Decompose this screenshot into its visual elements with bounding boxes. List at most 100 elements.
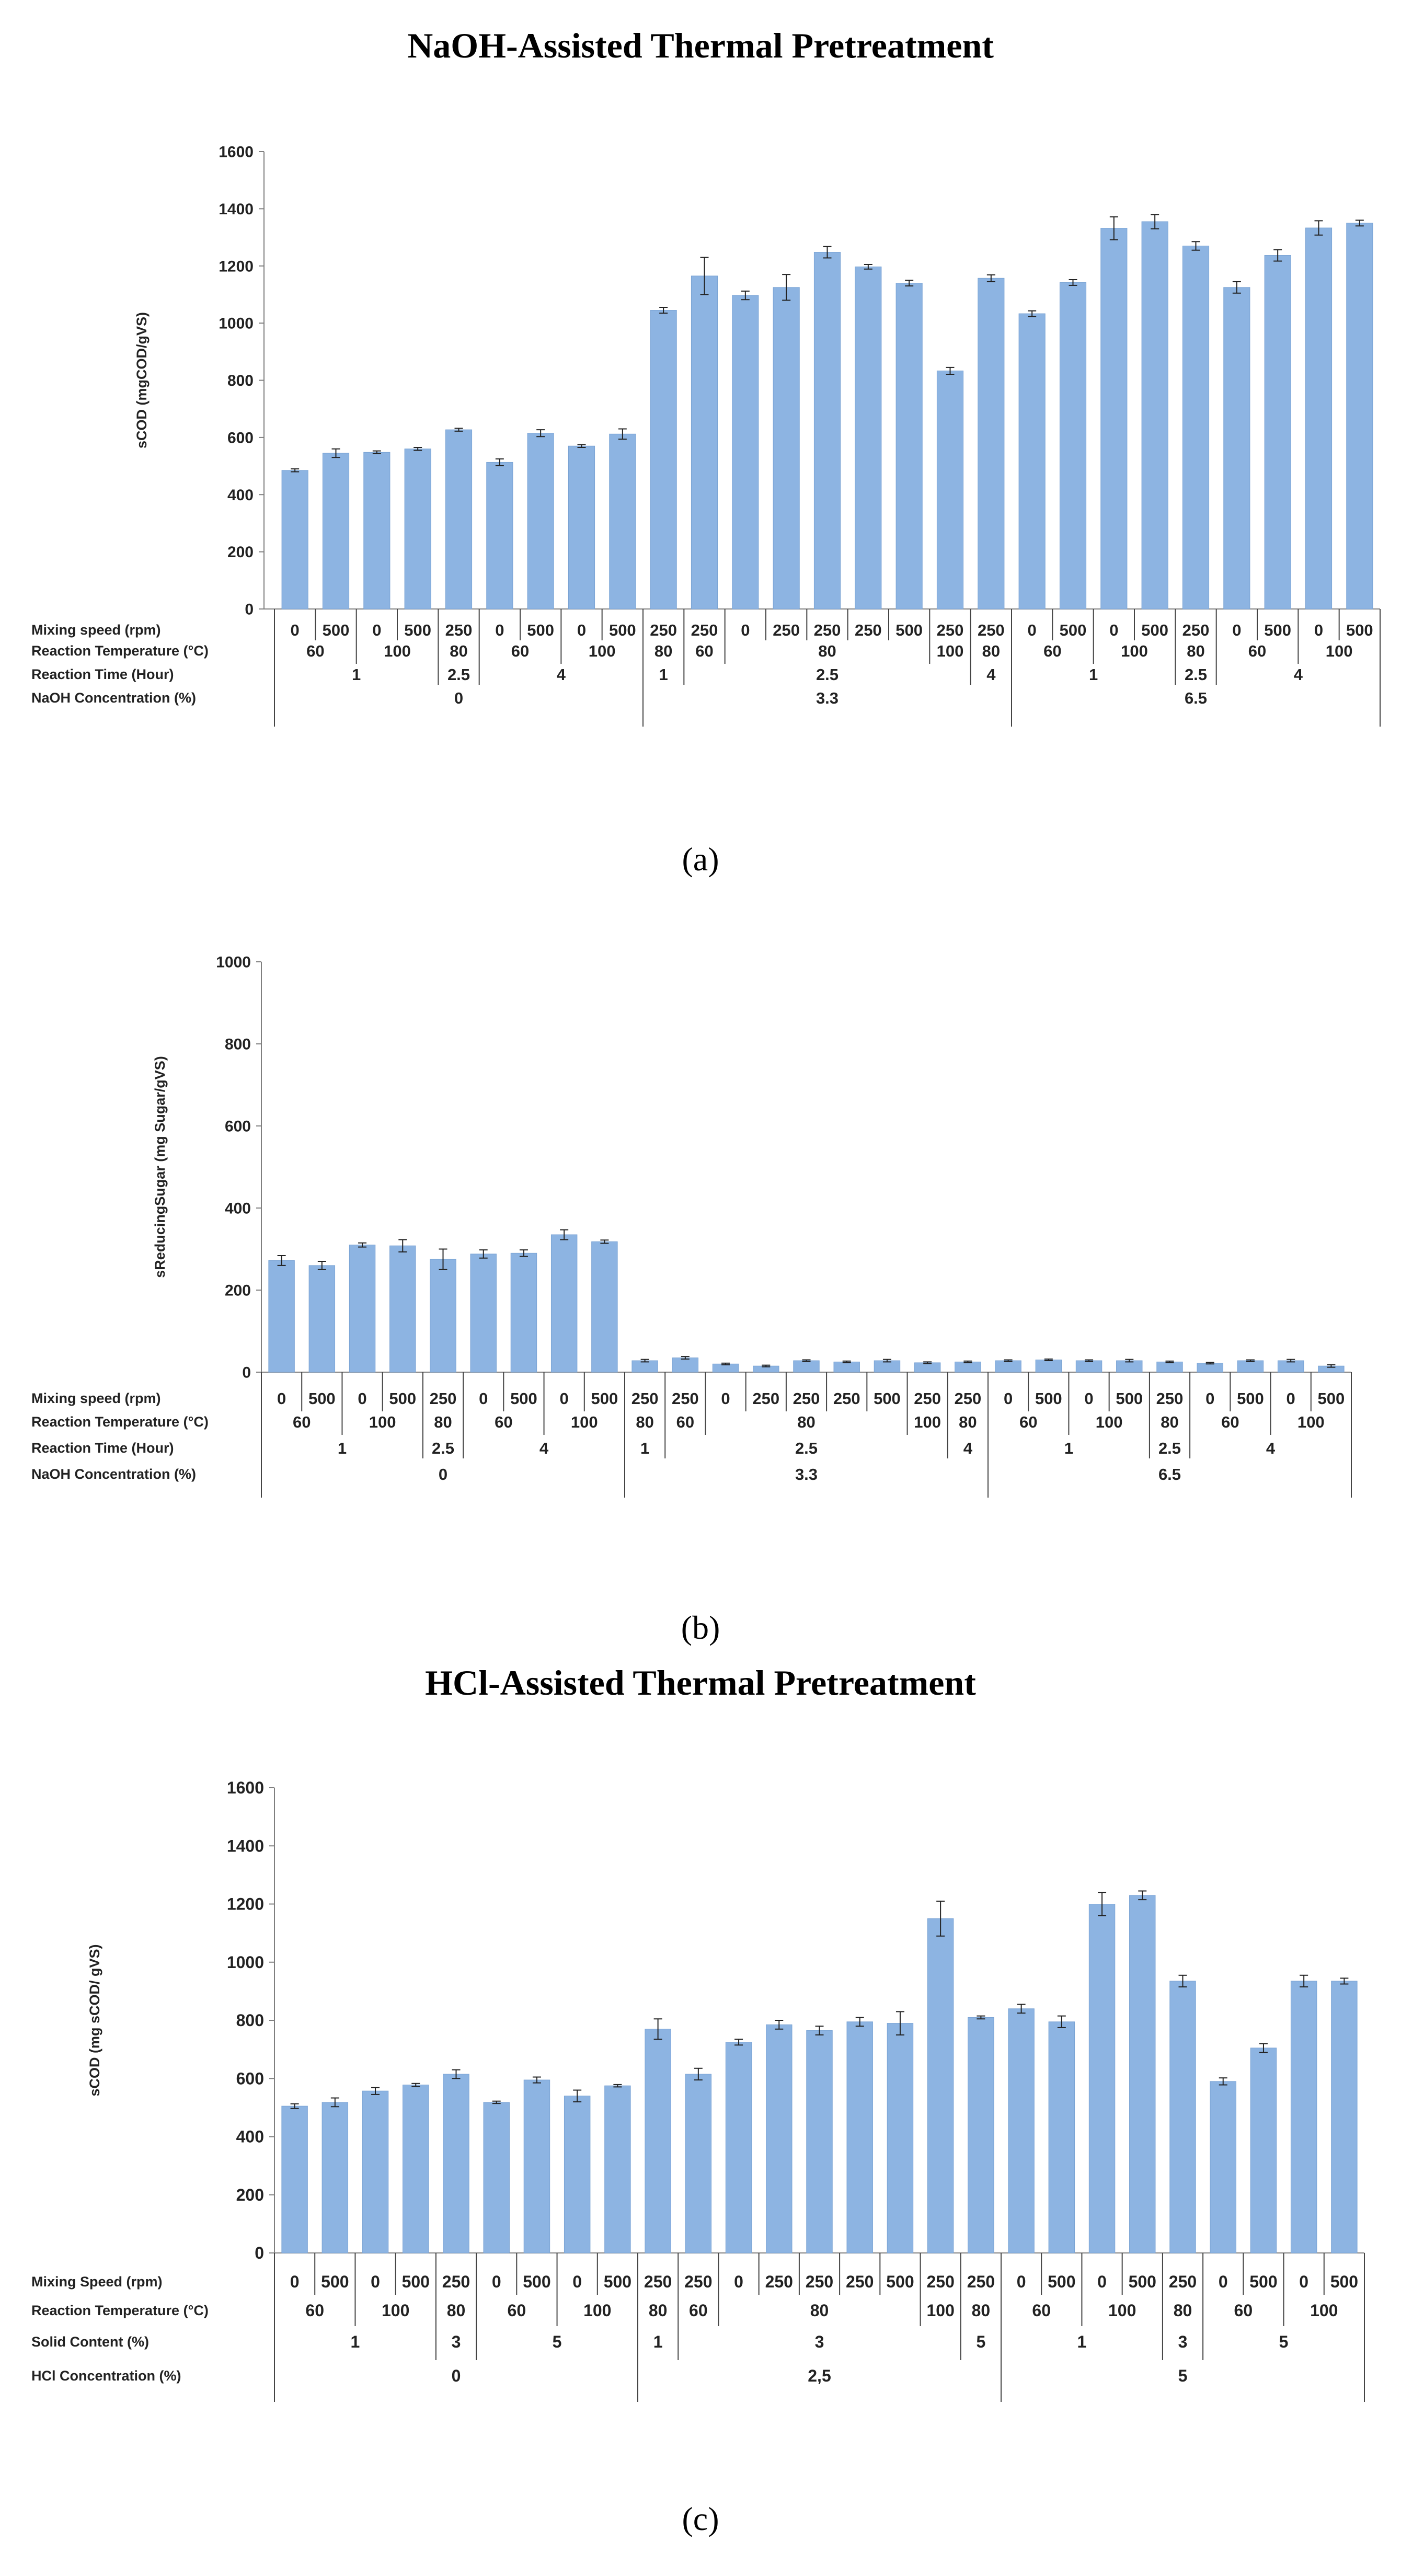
group-label: 100	[382, 2301, 409, 2320]
group-label: 4	[1294, 665, 1303, 684]
category-label: 0	[734, 2272, 743, 2291]
category-label: 0	[1232, 621, 1241, 639]
category-label: 500	[895, 621, 923, 639]
group-label: 100	[571, 1413, 598, 1431]
group-label: 80	[972, 2301, 991, 2320]
y-tick-label: 400	[227, 487, 254, 504]
group-label: 5	[553, 2332, 562, 2351]
group-label: 2.5	[1185, 665, 1207, 684]
category-label: 0	[1314, 621, 1323, 639]
category-label: 250	[806, 2272, 833, 2291]
group-label: 80	[1161, 1413, 1178, 1431]
bar	[846, 2021, 873, 2253]
bar	[470, 1254, 497, 1373]
bar	[443, 2074, 469, 2253]
bar	[895, 283, 923, 610]
group-label: 100	[1310, 2301, 1338, 2320]
panel-letter: (b)	[681, 1609, 720, 1646]
category-label: 250	[650, 621, 677, 639]
bar	[609, 433, 636, 610]
bar	[1048, 2021, 1075, 2253]
group-label: 2,5	[808, 2366, 831, 2385]
category-label: 0	[1004, 1389, 1013, 1408]
y-axis-label: sReducingSugar (mg Sugar/gVS)	[152, 1056, 168, 1278]
hcl-section-title: HCl-Assisted Thermal Pretreatment	[425, 1663, 976, 1703]
row-label: NaOH Concentration (%)	[31, 1466, 196, 1482]
y-tick-label: 0	[242, 1364, 251, 1382]
y-axis-label: sCOD (mgCOD/gVS)	[134, 312, 150, 448]
y-tick-label: 400	[225, 1200, 251, 1217]
bar	[1237, 1360, 1264, 1373]
category-label: 500	[527, 621, 554, 639]
category-label: 250	[773, 621, 800, 639]
category-label: 500	[874, 1389, 901, 1408]
category-label: 250	[430, 1389, 457, 1408]
y-tick-label: 1200	[227, 1895, 264, 1914]
category-label: 0	[1287, 1389, 1295, 1408]
bar	[1035, 1359, 1062, 1373]
category-label: 0	[1205, 1389, 1214, 1408]
category-label: 0	[291, 621, 300, 639]
category-label: 250	[846, 2272, 874, 2291]
group-label: 3	[815, 2332, 824, 2351]
category-label: 250	[631, 1389, 659, 1408]
group-label: 4	[1266, 1439, 1276, 1457]
y-tick-label: 200	[236, 2186, 264, 2204]
row-label: Reaction Temperature (°C)	[31, 1414, 209, 1430]
category-label: 250	[442, 2272, 470, 2291]
bar	[766, 2024, 793, 2253]
bar	[550, 1234, 578, 1373]
group-label: 80	[654, 642, 672, 660]
category-label: 0	[1109, 621, 1118, 639]
group-label: 0	[454, 689, 463, 707]
group-label: 2.5	[447, 665, 470, 684]
row-label: Reaction Temperature (°C)	[31, 643, 209, 659]
bar	[672, 1358, 699, 1373]
bar	[968, 2017, 994, 2253]
group-label: 80	[447, 2301, 466, 2320]
bar	[486, 462, 513, 610]
category-label: 0	[479, 1389, 488, 1408]
y-tick-label: 1400	[219, 201, 254, 218]
category-label: 0	[1097, 2272, 1107, 2291]
category-label: 500	[523, 2272, 550, 2291]
y-tick-label: 1000	[219, 315, 254, 332]
bar	[806, 2030, 833, 2253]
y-tick-label: 200	[225, 1282, 251, 1300]
y-tick-label: 1000	[216, 954, 251, 971]
group-label: 4	[539, 1439, 549, 1457]
bar	[691, 275, 718, 610]
group-label: 60	[495, 1413, 512, 1431]
bar	[1331, 1981, 1358, 2253]
bar	[568, 445, 595, 610]
group-label: 80	[450, 642, 467, 660]
bar	[793, 1360, 820, 1373]
row-label: Reaction Time (Hour)	[31, 1440, 174, 1456]
group-label: 100	[1121, 642, 1148, 660]
category-label: 0	[358, 1389, 366, 1408]
bar	[389, 1245, 416, 1373]
group-label: 100	[369, 1413, 396, 1431]
group-label: 80	[797, 1413, 815, 1431]
bar	[1059, 282, 1087, 610]
bar	[978, 278, 1005, 610]
category-label: 250	[967, 2272, 995, 2291]
naoh-section-title: NaOH-Assisted Thermal Pretreatment	[407, 26, 994, 65]
group-label: 2.5	[816, 665, 839, 684]
bar	[1250, 2048, 1277, 2253]
group-label: 60	[1248, 642, 1266, 660]
category-label: 250	[1156, 1389, 1184, 1408]
bar	[725, 2042, 752, 2253]
bar	[855, 266, 882, 610]
category-label: 0	[1084, 1389, 1093, 1408]
category-label: 500	[402, 2272, 430, 2291]
bar	[604, 2085, 631, 2253]
group-label: 3	[452, 2332, 461, 2351]
bar	[591, 1241, 618, 1373]
group-label: 5	[1178, 2366, 1188, 2385]
bar	[523, 2079, 550, 2253]
category-label: 250	[691, 621, 718, 639]
category-label: 0	[372, 621, 381, 639]
category-label: 0	[1299, 2272, 1308, 2291]
